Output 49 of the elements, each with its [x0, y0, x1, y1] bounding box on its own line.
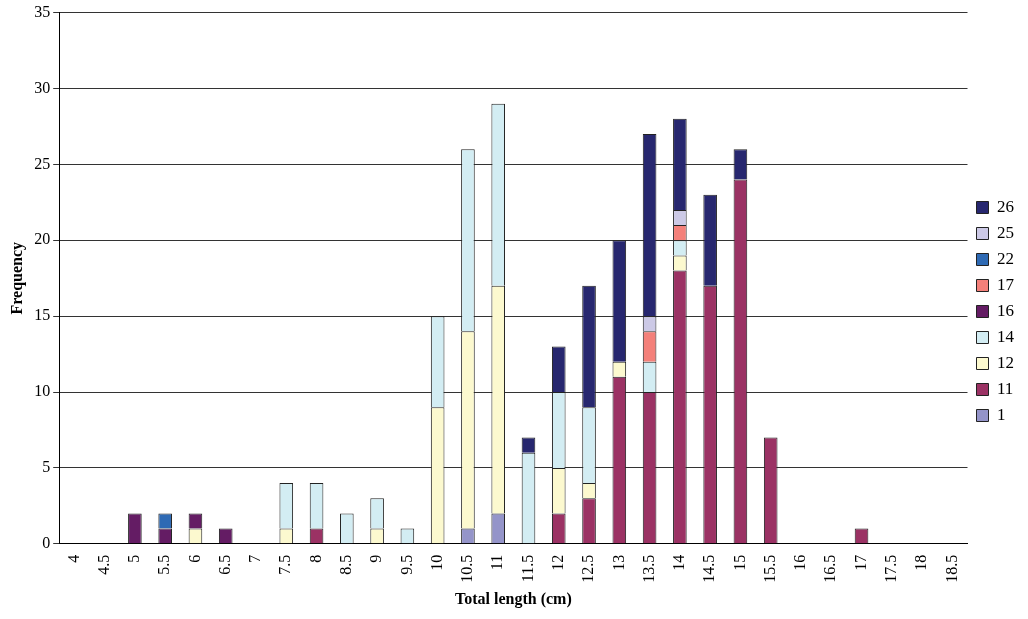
- legend-label: 1: [997, 404, 1006, 424]
- x-tick-label: 10.5: [458, 554, 476, 583]
- legend-label: 25: [997, 222, 1014, 242]
- y-tick-label: 25: [34, 154, 51, 172]
- x-tick-label: 11: [488, 554, 506, 571]
- x-tick-label: 16: [791, 554, 809, 571]
- x-tick-label: 17.5: [882, 554, 900, 583]
- legend-label: 22: [997, 248, 1014, 268]
- x-tick-label: 13.5: [639, 554, 657, 583]
- x-tick-label: 9.5: [397, 554, 415, 575]
- legend-label: 16: [997, 300, 1014, 320]
- x-tick-label: 4.5: [94, 554, 112, 575]
- legend-label: 26: [997, 196, 1014, 216]
- y-tick-label: 30: [34, 78, 51, 96]
- x-tick-label: 14.5: [700, 554, 718, 583]
- x-tick-label: 13: [609, 554, 627, 571]
- x-tick-label: 6.5: [215, 554, 233, 575]
- x-tick-label: 4: [64, 554, 82, 563]
- x-tick-label: 10: [427, 554, 445, 571]
- y-tick-label: 35: [34, 2, 51, 20]
- x-tick-label: 5: [125, 554, 143, 563]
- x-tick-label: 8: [306, 554, 324, 563]
- x-tick-label: 18: [912, 554, 930, 571]
- x-tick-label: 9: [367, 554, 385, 563]
- x-axis-title: Total length (cm): [454, 589, 572, 608]
- y-tick-label: 0: [42, 534, 51, 551]
- x-tick-label: 14: [670, 554, 688, 571]
- x-tick-label: 15: [730, 554, 748, 571]
- x-tick-label: 18.5: [942, 554, 960, 583]
- legend-label: 14: [997, 326, 1015, 346]
- y-tick-label: 10: [34, 382, 51, 400]
- x-tick-label: 12.5: [579, 554, 597, 583]
- y-tick-label: 15: [34, 306, 51, 324]
- x-tick-label: 11.5: [518, 554, 536, 583]
- x-tick-label: 17: [851, 554, 869, 571]
- x-tick-label: 5.5: [155, 554, 173, 575]
- x-tick-label: 12: [548, 554, 566, 571]
- legend-label: 17: [997, 274, 1015, 294]
- x-tick-label: 8.5: [337, 554, 355, 575]
- x-tick-label: 7: [246, 554, 264, 563]
- x-tick-label: 16.5: [821, 554, 839, 583]
- y-tick-label: 5: [42, 458, 51, 476]
- legend-label: 11: [997, 378, 1014, 398]
- legend-label: 12: [997, 352, 1014, 372]
- x-tick-label: 6: [185, 554, 203, 563]
- x-tick-label: 7.5: [276, 554, 294, 575]
- y-tick-label: 20: [34, 230, 51, 248]
- y-axis-title: Frequency: [7, 241, 26, 315]
- x-tick-label: 15.5: [760, 554, 778, 583]
